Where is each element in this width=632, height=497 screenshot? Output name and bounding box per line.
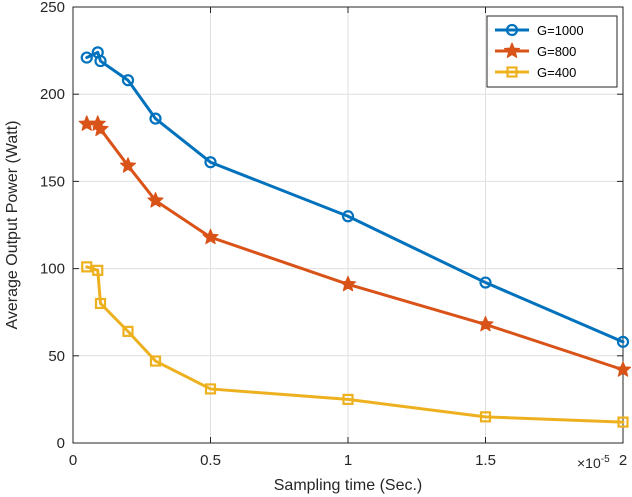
x-axis-exponent: ×10-5 [577,454,610,471]
legend-marker [503,42,521,58]
data-point-marker [121,74,135,87]
x-axis-exponent-base: ×10 [577,455,601,471]
x-tick-label: 0 [69,452,77,469]
data-point-marker [479,411,492,423]
data-point-marker [616,335,630,348]
data-point-marker [149,355,162,367]
y-tick-label: 50 [48,348,65,365]
series-1 [80,46,630,348]
series-2 [78,115,632,377]
data-point-marker [149,112,162,125]
series-3 [81,261,629,428]
y-tick-label: 150 [40,173,65,190]
x-tick-label: 2 [619,452,627,469]
series-layer [78,46,632,428]
data-point-marker [479,276,492,289]
data-point-marker [617,416,629,428]
y-tick-label: 0 [57,435,65,452]
x-tick-label: 1.5 [475,452,496,469]
data-point-marker [202,228,219,245]
legend-label: G=800 [537,44,576,59]
data-point-marker [477,315,494,332]
data-point-marker [204,383,217,395]
x-axis-label: Sampling time (Sec.) [274,477,423,494]
legend-label: G=1000 [537,23,584,38]
legend-marker [505,23,519,37]
data-point-marker [339,275,357,292]
y-tick-label: 200 [40,86,65,103]
legend-label: G=400 [537,65,576,80]
data-point-marker [81,261,93,273]
y-axis-label: Average Output Power (Watt) [4,121,21,330]
legend-marker [506,66,518,78]
axis-ticks: 0 0.5 1 1.5 2 0 50 100 150 200 250 [40,0,627,469]
data-point-marker [122,325,134,337]
y-tick-label: 250 [40,0,65,16]
data-point-marker [92,264,104,276]
x-tick-label: 0.5 [200,452,221,469]
series-line [85,265,625,424]
data-point-marker [147,192,164,208]
data-point-marker [204,156,217,169]
data-point-marker [119,157,137,173]
grid-lines [73,7,623,443]
legend: G=1000 G=800 G=400 [486,15,618,88]
data-point-marker [614,361,632,377]
data-point-marker [94,297,107,310]
data-point-marker [80,51,93,64]
data-point-marker [92,120,109,137]
data-point-marker [341,210,355,223]
data-point-marker [342,393,354,405]
y-tick-label: 100 [40,261,65,278]
x-tick-label: 1 [344,452,352,469]
x-axis-exponent-power: -5 [601,454,610,465]
data-point-marker [94,54,107,68]
